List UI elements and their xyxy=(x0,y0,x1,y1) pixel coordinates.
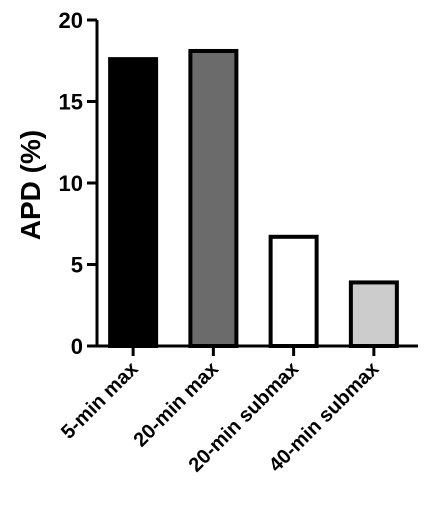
y-tick-label: 0 xyxy=(71,334,83,359)
y-tick-label: 15 xyxy=(59,90,83,115)
bars xyxy=(108,48,399,349)
bar-4 xyxy=(348,280,399,348)
bar-1 xyxy=(108,57,159,349)
y-axis: 0 5 10 15 20 xyxy=(59,8,99,359)
x-category-label: 5-min max xyxy=(57,358,143,444)
y-tick-label: 5 xyxy=(71,253,83,278)
y-axis-title: APD (%) xyxy=(15,130,46,240)
y-tick-label: 10 xyxy=(59,171,83,196)
y-tick-label: 20 xyxy=(59,8,83,33)
bar-2 xyxy=(188,48,239,348)
bar-3 xyxy=(268,234,319,348)
